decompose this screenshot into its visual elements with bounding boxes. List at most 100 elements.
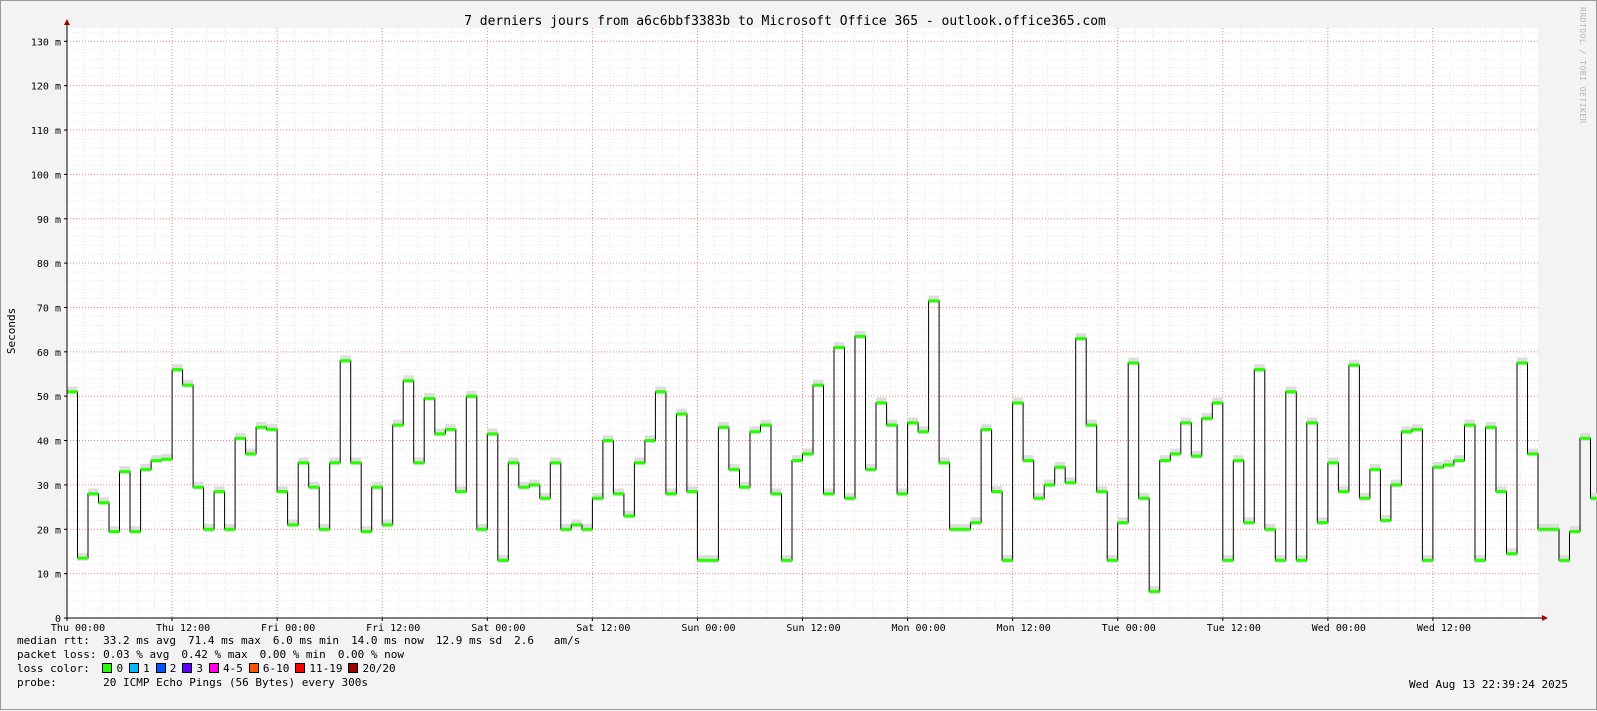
median-point — [539, 496, 551, 500]
median-point — [918, 430, 929, 434]
median-point — [886, 423, 898, 427]
y-tick-label: 0 — [55, 614, 61, 625]
legend-packet-loss: packet loss: 0.03 % avg 0.42 % max 0.00 % … — [17, 648, 404, 662]
loss-color-label: loss color: — [17, 662, 90, 675]
median-point — [1254, 368, 1265, 372]
y-tick-label: 50 m — [37, 392, 61, 403]
median-point — [949, 527, 961, 531]
median-point — [1327, 461, 1339, 465]
median-point — [508, 461, 519, 465]
legend-median-rtt: median rtt: 33.2 ms avg 71.4 ms max 6.0 ms… — [17, 634, 580, 648]
median-point — [1275, 558, 1286, 562]
median-point — [981, 427, 992, 431]
median-point — [266, 427, 278, 431]
median-point — [970, 521, 982, 525]
graph-timestamp: Wed Aug 13 22:39:24 2025 — [1409, 678, 1568, 691]
median-point — [844, 496, 856, 500]
median-point — [1033, 496, 1045, 500]
median-point — [287, 523, 299, 527]
median-point — [487, 432, 498, 436]
loss-color-swatch — [155, 663, 166, 673]
median-point — [1401, 430, 1412, 434]
median-point — [1002, 558, 1013, 562]
median-point — [518, 485, 530, 489]
median-point — [308, 485, 320, 489]
y-tick-label: 10 m — [37, 570, 61, 581]
y-tick-label: 130 m — [31, 37, 61, 48]
loss-color-swatch — [208, 663, 219, 673]
median-point — [1317, 521, 1328, 525]
x-tick-label: Sat 12:00 — [576, 623, 630, 634]
median-point — [697, 558, 708, 562]
median-point — [1590, 496, 1597, 500]
x-tick-label: Mon 12:00 — [997, 623, 1051, 634]
x-tick-label: Mon 00:00 — [891, 623, 945, 634]
median-point — [1138, 496, 1150, 500]
median-point — [1516, 361, 1528, 365]
rrdtool-watermark: RRDTOOL / TOBI OETIKER — [1578, 7, 1587, 124]
median-point — [592, 496, 603, 500]
median-rtt-now: 14.0 ms now — [351, 634, 424, 647]
x-tick-label: Wed 12:00 — [1417, 623, 1471, 634]
median-point — [802, 452, 814, 456]
median-point — [928, 299, 940, 303]
median-point — [1201, 416, 1213, 420]
median-point — [1369, 467, 1381, 471]
median-point — [361, 529, 372, 533]
median-point — [98, 501, 110, 505]
median-point — [1306, 421, 1318, 425]
median-point — [413, 461, 425, 465]
median-point — [1453, 459, 1465, 463]
median-point — [1222, 558, 1234, 562]
median-point — [613, 492, 624, 496]
median-point — [1296, 558, 1307, 562]
median-point — [1559, 558, 1570, 562]
legend-probe: probe: 20 ICMP Echo Pings (56 Bytes) eve… — [17, 676, 368, 690]
median-point — [581, 527, 593, 531]
median-point — [1044, 483, 1055, 487]
median-point — [340, 359, 351, 363]
median-point — [876, 401, 887, 405]
median-point — [1212, 401, 1223, 405]
median-point — [686, 490, 698, 494]
median-point — [161, 457, 173, 461]
y-tick-label: 110 m — [31, 126, 61, 137]
median-point — [1065, 481, 1076, 485]
median-point — [193, 485, 204, 489]
median-point — [770, 492, 782, 496]
median-point — [277, 490, 288, 494]
loss-color-label-item: 3 — [196, 662, 203, 675]
median-point — [1527, 452, 1538, 456]
loss-color-swatch — [248, 663, 259, 673]
median-point — [350, 461, 362, 465]
median-point — [749, 430, 761, 434]
loss-color-swatch — [102, 663, 113, 673]
y-axis-arrow — [64, 19, 70, 25]
median-point — [172, 368, 183, 372]
median-point — [623, 514, 635, 518]
packet-loss-avg: 0.03 % avg — [103, 648, 170, 661]
loss-color-swatch — [129, 663, 140, 673]
x-tick-label: Tue 00:00 — [1102, 623, 1156, 634]
median-point — [1390, 483, 1402, 487]
median-point — [834, 345, 845, 349]
probe-label: probe: — [17, 676, 57, 689]
median-point — [392, 423, 404, 427]
x-tick-label: Wed 00:00 — [1312, 623, 1366, 634]
median-point — [67, 390, 78, 394]
median-point — [1495, 490, 1507, 494]
median-point — [88, 492, 99, 496]
median-point — [445, 427, 456, 431]
median-point — [676, 412, 687, 416]
x-tick-label: Sat 00:00 — [471, 623, 525, 634]
median-point — [245, 452, 257, 456]
loss-color-label-item: 20/20 — [362, 662, 396, 675]
packet-loss-max: 0.42 % max — [181, 648, 248, 661]
median-point — [371, 485, 383, 489]
median-point — [1107, 558, 1118, 562]
median-point — [1422, 558, 1433, 562]
y-tick-label: 90 m — [37, 215, 61, 226]
median-point — [939, 461, 950, 465]
median-point — [77, 556, 89, 560]
